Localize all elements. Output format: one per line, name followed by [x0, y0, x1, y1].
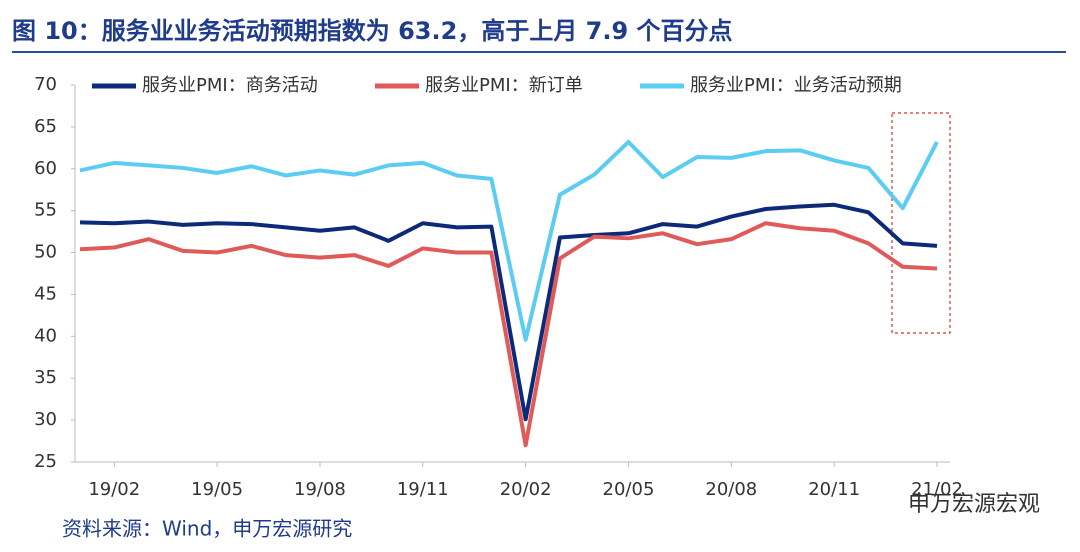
legend-label: 服务业PMI：商务活动	[142, 75, 318, 96]
y-tick-label: 60	[34, 158, 57, 179]
x-tick-label: 20/08	[705, 479, 757, 500]
watermark: 申万宏源宏观	[908, 492, 1040, 517]
x-tick-label: 20/05	[603, 479, 655, 500]
y-tick-label: 30	[34, 409, 57, 430]
x-tick-label: 19/08	[294, 479, 346, 500]
y-tick-label: 55	[34, 200, 57, 221]
y-tick-label: 70	[34, 74, 57, 95]
legend-label: 服务业PMI：业务活动预期	[690, 75, 902, 96]
y-tick-label: 50	[34, 242, 57, 263]
x-tick-label: 19/02	[88, 479, 140, 500]
x-tick-label: 20/02	[500, 479, 552, 500]
source-note: 资料来源：Wind，申万宏源研究	[62, 517, 352, 541]
x-tick-label: 19/11	[397, 479, 449, 500]
y-tick-label: 65	[34, 116, 57, 137]
chart-title: 图 10：服务业业务活动预期指数为 63.2，高于上月 7.9 个百分点	[12, 17, 733, 45]
highlight-box	[891, 112, 951, 334]
y-tick-label: 40	[34, 325, 57, 346]
x-tick-label: 19/05	[191, 479, 243, 500]
x-tick-label: 20/11	[808, 479, 860, 500]
series-line	[79, 202, 938, 422]
y-tick-label: 25	[34, 451, 57, 472]
series-line	[79, 139, 939, 342]
y-tick-label: 35	[34, 367, 57, 388]
legend-label: 服务业PMI：新订单	[425, 75, 583, 96]
series-line	[79, 221, 938, 448]
x-tick-label: 21/02	[911, 479, 963, 500]
y-tick-label: 45	[34, 283, 57, 304]
